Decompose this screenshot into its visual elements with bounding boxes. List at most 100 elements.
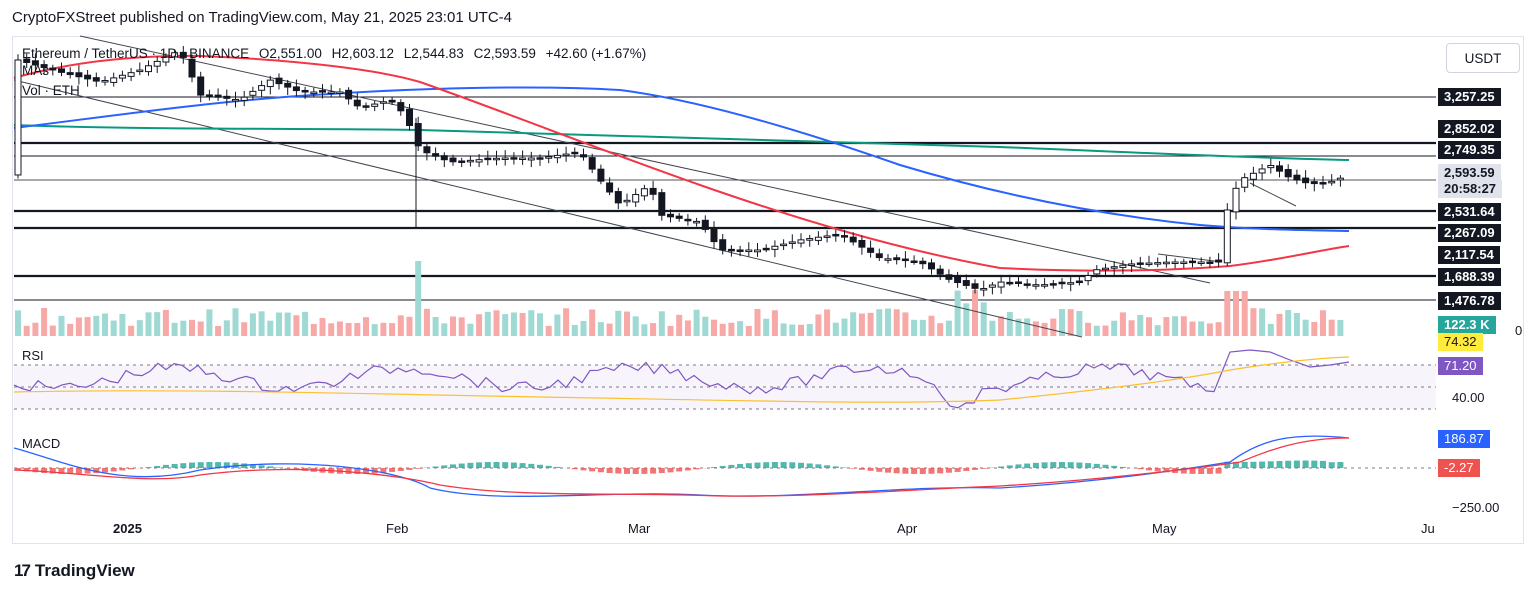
volume-bar bbox=[267, 320, 274, 336]
volume-bar bbox=[945, 320, 952, 336]
volume-bar bbox=[1067, 309, 1074, 336]
macd-histogram-bar bbox=[1259, 461, 1266, 468]
macd-pane-label[interactable]: MACD bbox=[22, 436, 61, 451]
candle-body bbox=[736, 249, 744, 252]
candle bbox=[232, 91, 239, 108]
tradingview-logo[interactable]: 17 TradingView bbox=[14, 561, 135, 581]
macd-histogram-bar bbox=[954, 468, 961, 472]
candle-body bbox=[223, 95, 231, 99]
volume-bar bbox=[702, 316, 709, 336]
macd-histogram-bar bbox=[441, 465, 448, 468]
macd-histogram-bar bbox=[545, 465, 552, 468]
candle bbox=[1032, 278, 1040, 290]
candle-body bbox=[901, 258, 909, 262]
volume-bar bbox=[1163, 317, 1170, 336]
candle-body bbox=[606, 182, 614, 193]
candle bbox=[162, 53, 170, 67]
volume-bar bbox=[885, 308, 891, 336]
candle-body bbox=[75, 72, 83, 78]
volume-bar bbox=[1267, 323, 1274, 336]
volume-bar bbox=[589, 309, 596, 336]
macd-histogram-bar bbox=[258, 465, 265, 468]
candle bbox=[336, 88, 344, 97]
candle-body bbox=[275, 77, 283, 85]
macd-histogram-bar bbox=[1267, 461, 1274, 468]
volume-bar bbox=[1259, 308, 1266, 336]
volume-bar bbox=[415, 261, 422, 336]
candle bbox=[1310, 177, 1318, 192]
candle-body bbox=[945, 274, 953, 280]
macd-histogram-bar bbox=[1067, 462, 1074, 468]
candle-body bbox=[1154, 262, 1162, 265]
low-value: L2,544.83 bbox=[403, 46, 464, 61]
volume-bar bbox=[450, 316, 456, 336]
candle bbox=[658, 188, 666, 221]
candle-body bbox=[1075, 280, 1083, 284]
volume-bar bbox=[1154, 325, 1161, 336]
macd-histogram-bar bbox=[206, 462, 213, 468]
candle bbox=[127, 67, 135, 82]
candle-body bbox=[1189, 260, 1196, 264]
candle bbox=[379, 97, 387, 110]
volume-bar bbox=[502, 314, 509, 336]
volume-bar bbox=[537, 313, 543, 336]
volume-bar bbox=[850, 312, 857, 336]
macd-histogram-bar bbox=[49, 468, 56, 474]
rsi-pane-label[interactable]: RSI bbox=[22, 348, 44, 363]
candle-body bbox=[31, 60, 39, 66]
candle bbox=[849, 232, 857, 246]
candle-body bbox=[701, 219, 709, 230]
candle-body bbox=[806, 238, 814, 241]
candle-body bbox=[1171, 261, 1179, 264]
candle bbox=[475, 154, 483, 168]
candle bbox=[640, 184, 648, 201]
volume-bar bbox=[310, 323, 317, 336]
macd-histogram-bar bbox=[484, 462, 491, 468]
macd-histogram-bar bbox=[911, 468, 918, 474]
candle bbox=[1336, 175, 1344, 187]
macd-histogram-bar bbox=[624, 468, 630, 474]
macd-histogram-bar bbox=[102, 468, 108, 473]
candle bbox=[258, 80, 266, 97]
volume-bar bbox=[93, 315, 100, 336]
macd-histogram-bar bbox=[119, 468, 126, 471]
mas-legend[interactable]: MAs bbox=[22, 63, 49, 78]
volume-bar bbox=[15, 310, 21, 336]
candle-body bbox=[667, 213, 674, 218]
macd-histogram-bar bbox=[684, 468, 691, 471]
macd-histogram-bar bbox=[154, 465, 161, 468]
symbol-title[interactable]: Ethereum / TetherUS · 1D · BINANCE bbox=[22, 46, 250, 61]
volume-bar bbox=[441, 323, 448, 336]
macd-histogram-bar bbox=[754, 462, 761, 468]
macd-histogram-bar bbox=[180, 463, 187, 468]
volume-bar bbox=[650, 323, 657, 336]
price-axis-label: 3,257.25 bbox=[1438, 88, 1501, 106]
macd-histogram-bar bbox=[1180, 468, 1187, 474]
macd-histogram-bar bbox=[1102, 464, 1109, 468]
candle bbox=[806, 234, 814, 247]
candle bbox=[562, 146, 570, 162]
candle-body bbox=[345, 89, 353, 100]
candle-body bbox=[562, 153, 570, 157]
candle bbox=[1154, 257, 1162, 268]
volume-bar bbox=[1206, 323, 1213, 336]
candle bbox=[1049, 280, 1057, 289]
volume-bar bbox=[911, 319, 918, 336]
candle bbox=[988, 282, 996, 295]
macd-histogram-bar bbox=[763, 462, 770, 468]
candle bbox=[814, 231, 822, 246]
macd-histogram-bar bbox=[928, 468, 935, 474]
macd-histogram-bar bbox=[450, 464, 456, 468]
macd-histogram-bar bbox=[937, 468, 944, 474]
macd-histogram-bar bbox=[902, 468, 909, 474]
macd-histogram-bar bbox=[1024, 463, 1031, 468]
candle bbox=[501, 150, 509, 166]
volume-legend[interactable]: Vol · ETH bbox=[22, 83, 80, 98]
volume-bar bbox=[806, 323, 813, 336]
currency-button[interactable]: USDT bbox=[1446, 43, 1520, 73]
volume-bar bbox=[363, 317, 369, 336]
candle bbox=[223, 89, 231, 106]
volume-bar bbox=[745, 325, 752, 336]
candle bbox=[623, 193, 631, 207]
